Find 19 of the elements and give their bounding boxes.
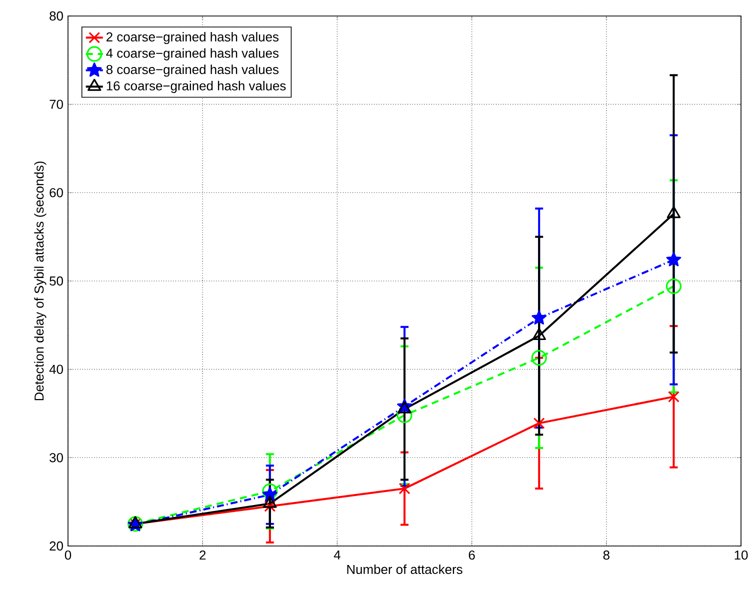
legend-label: 8 coarse−grained hash values xyxy=(106,64,279,77)
x-tick-label: 0 xyxy=(64,550,72,560)
x-tick-label: 4 xyxy=(334,550,340,560)
y-tick-label: 50 xyxy=(50,276,63,286)
legend-label: 16 coarse−grained hash values xyxy=(106,80,286,93)
y-tick-label: 40 xyxy=(49,364,63,374)
x-axis-title: Number of attackers xyxy=(347,564,462,574)
y-tick-label: 80 xyxy=(50,11,63,21)
y-tick-label: 20 xyxy=(50,541,63,551)
legend-label: 4 coarse−grained hash values xyxy=(106,48,279,60)
x-tick-label: 8 xyxy=(603,550,610,560)
y-tick-label: 60 xyxy=(50,188,63,198)
y-axis-title: Detection delay of Sybil attacks (seconds) xyxy=(34,162,46,400)
legend-label: 2 coarse−grained hash values xyxy=(106,32,279,44)
x-tick-label: 2 xyxy=(200,550,206,560)
y-tick-label: 70 xyxy=(50,100,63,109)
x-tick-label: 10 xyxy=(734,550,748,560)
y-tick-label: 30 xyxy=(50,453,63,462)
x-tick-label: 6 xyxy=(468,550,475,560)
